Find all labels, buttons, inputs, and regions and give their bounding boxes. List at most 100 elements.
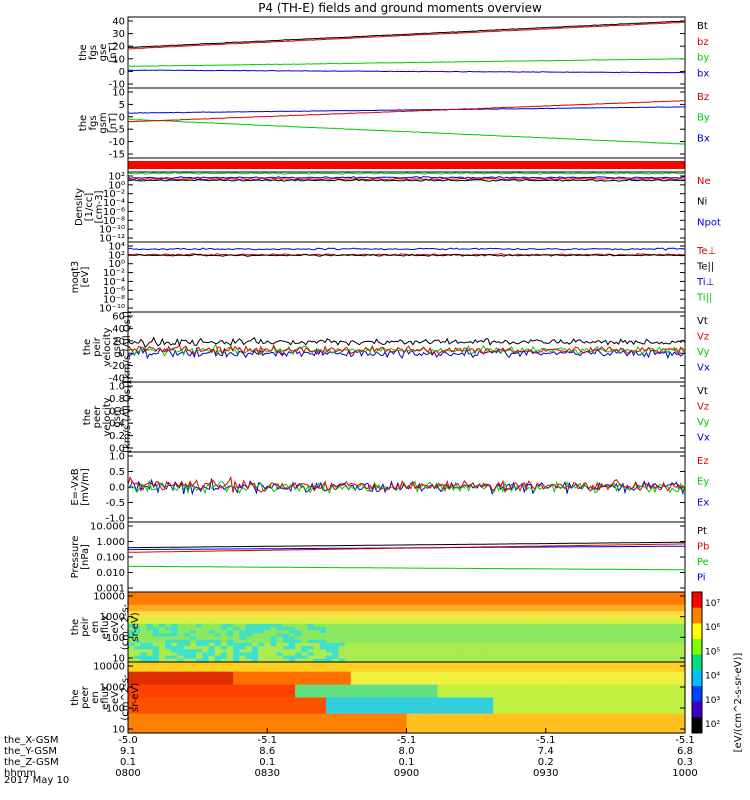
- spec-cell: [666, 611, 674, 615]
- spec-cell: [326, 636, 333, 641]
- spec-cell: [431, 674, 439, 679]
- spec-cell: [443, 700, 451, 705]
- spec-cell: [152, 700, 160, 705]
- spec-cell: [592, 595, 599, 599]
- spec-cell: [239, 627, 247, 631]
- spec-cell: [214, 707, 222, 712]
- spec-cell: [152, 627, 160, 631]
- spec-cell: [146, 687, 154, 692]
- legend-Vy: Vy: [697, 347, 710, 358]
- spec-cell: [387, 662, 395, 666]
- spec-cell: [555, 614, 562, 619]
- spec-cell: [313, 607, 321, 612]
- spec-cell: [177, 674, 185, 679]
- spec-cell: [134, 655, 141, 660]
- spec-cell: [517, 607, 525, 612]
- x-tick-label: 0.3: [677, 757, 693, 768]
- spec-cell: [282, 668, 290, 673]
- legend-Pb: Pb: [697, 542, 709, 553]
- spec-cell: [536, 601, 544, 606]
- spec-cell: [301, 665, 309, 670]
- spec-cell: [313, 630, 321, 634]
- spec-cell: [418, 681, 426, 686]
- spec-cell: [431, 630, 439, 634]
- spec-cell: [276, 671, 284, 676]
- spec-cell: [270, 636, 278, 641]
- spec-cell: [350, 674, 358, 679]
- spec-cell: [567, 655, 575, 660]
- spec-cell: [511, 665, 519, 670]
- spec-cell: [245, 720, 253, 724]
- spec-cell: [616, 607, 624, 612]
- spec-cell: [332, 604, 340, 609]
- y-axis-label: Pressure[nPa]: [70, 536, 91, 579]
- spec-cell: [288, 700, 296, 705]
- spec-cell: [499, 595, 507, 599]
- spec-cell: [158, 671, 166, 676]
- spec-cell: [641, 720, 649, 724]
- spec-cell: [678, 671, 686, 676]
- spec-cell: [177, 678, 185, 682]
- spec-cell: [134, 592, 141, 596]
- spec-cell: [443, 598, 451, 603]
- spec-cell: [313, 697, 321, 702]
- spec-cell: [394, 687, 401, 692]
- spec-cell: [227, 710, 234, 715]
- spec-cell: [623, 687, 630, 692]
- spec-cell: [530, 703, 538, 708]
- spec-cell: [406, 671, 414, 676]
- spec-cell: [486, 627, 494, 631]
- spec-cell: [672, 633, 680, 638]
- spec-cell: [425, 726, 432, 731]
- spec-cell: [257, 720, 265, 724]
- spec-cell: [654, 652, 661, 657]
- spec-cell: [350, 623, 358, 628]
- spec-cell: [313, 723, 321, 728]
- spec-cell: [449, 681, 457, 686]
- legend-Ni: Ni: [697, 197, 707, 208]
- spec-cell: [400, 620, 408, 625]
- spec-cell: [542, 604, 550, 609]
- spec-cell: [220, 601, 228, 606]
- spec-cell: [536, 691, 544, 695]
- spec-cell: [171, 697, 179, 702]
- spec-cell: [158, 607, 166, 612]
- spec-cell: [468, 627, 476, 631]
- spec-cell: [480, 668, 488, 673]
- spec-cell: [517, 642, 525, 647]
- spec-cell: [189, 617, 197, 622]
- spec-cell: [672, 668, 680, 673]
- spec-cell: [486, 636, 494, 641]
- spec-cell: [555, 611, 562, 615]
- spec-cell: [165, 633, 172, 638]
- spec-cell: [536, 630, 544, 634]
- spec-cell: [369, 655, 377, 660]
- spec-cell: [654, 642, 661, 647]
- spec-cell: [394, 674, 401, 679]
- spec-cell: [332, 658, 340, 663]
- spec-cell: [369, 623, 377, 628]
- spec-cell: [381, 703, 389, 708]
- spec-cell: [530, 627, 538, 631]
- spec-cell: [524, 668, 531, 673]
- spec-cell: [616, 617, 624, 622]
- spec-cell: [394, 623, 401, 628]
- spec-cell: [555, 713, 562, 718]
- spec-cell: [319, 627, 327, 631]
- spec-cell: [183, 681, 191, 686]
- spec-cell: [598, 703, 606, 708]
- spec-cell: [536, 592, 544, 596]
- spec-cell: [449, 595, 457, 599]
- spec-cell: [585, 611, 593, 615]
- spec-cell: [363, 592, 370, 596]
- spec-cell: [208, 694, 216, 699]
- spec-cell: [499, 691, 507, 695]
- spec-cell: [196, 655, 203, 660]
- spec-cell: [239, 691, 247, 695]
- spec-cell: [233, 716, 240, 721]
- y-tick-label: 0.2: [109, 431, 125, 442]
- spec-cell: [437, 607, 445, 612]
- spec-cell: [536, 649, 544, 654]
- spec-cell: [140, 601, 148, 606]
- spec-cell: [282, 633, 290, 638]
